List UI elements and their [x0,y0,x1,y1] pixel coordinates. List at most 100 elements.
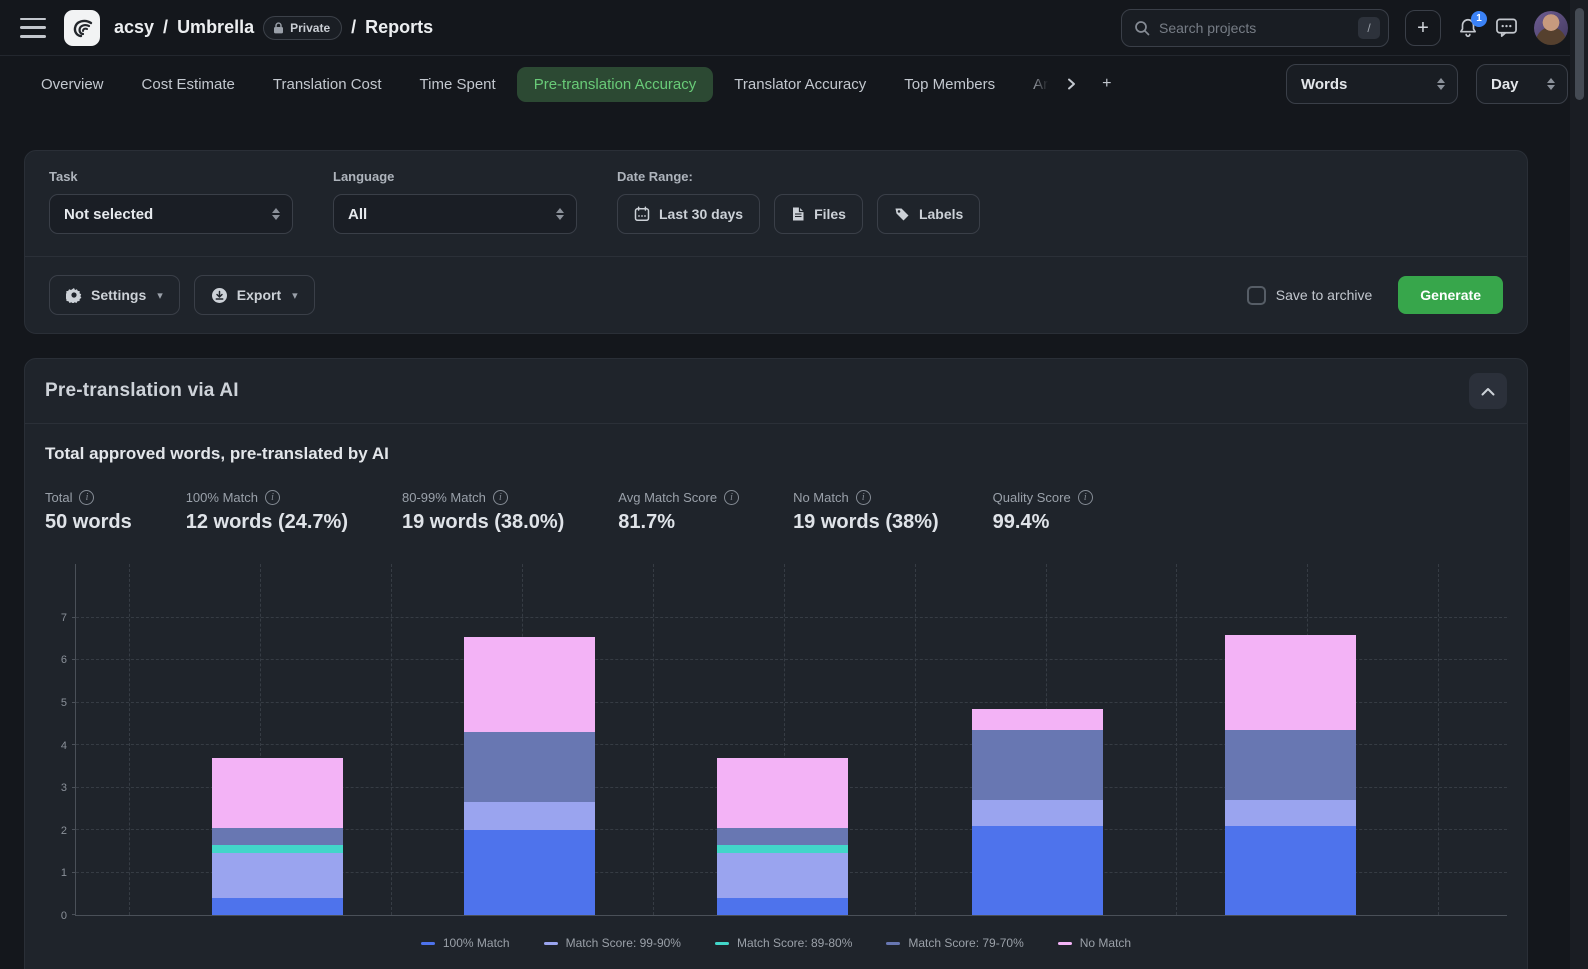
legend-item[interactable]: Match Score: 99-90% [543,936,681,950]
y-tick-label: 1 [60,867,67,880]
files-filter-button[interactable]: Files [774,194,863,234]
info-icon[interactable]: i [855,490,871,505]
vertical-scrollbar-track[interactable] [1570,0,1588,969]
section-title: Total approved words, pre-translated by … [45,444,389,463]
y-tick-mark [72,659,76,661]
export-dropdown-button[interactable]: Export ▾ [193,275,315,315]
chart-legend: 100% Match Match Score: 99-90% Match Score… [45,936,1507,950]
date-range-button[interactable]: Last 30 days [617,194,761,234]
search-input[interactable] [1159,19,1349,36]
stacked-bar-chart: 0 1 2 3 4 5 6 7 [45,564,1507,922]
info-icon[interactable]: i [492,490,508,505]
language-select[interactable]: All [333,194,577,234]
bar-segment[interactable] [1225,825,1357,915]
y-tick-label: 6 [60,654,67,667]
bar-segment[interactable] [464,732,596,803]
tabs-scroll-right-button[interactable] [1054,71,1088,97]
bar-segment[interactable] [212,844,344,854]
info-icon[interactable]: i [264,490,280,505]
save-to-archive-checkbox[interactable] [1246,285,1266,305]
info-icon[interactable]: i [1077,490,1093,505]
stat-label: Total [45,490,73,505]
stat-no-match: No Match i 19 words (38%) [793,490,939,534]
notifications-button[interactable]: 1 [1457,10,1487,39]
collapse-panel-button[interactable] [1469,373,1507,409]
bar-segment[interactable] [464,636,596,733]
report-tabs: Overview Cost Estimate Translation Cost … [0,56,1588,112]
language-select-value: All [348,205,368,223]
select-updown-icon [1547,78,1555,90]
legend-item[interactable]: Match Score: 89-80% [714,936,852,950]
unit-select[interactable]: Words [1286,64,1458,104]
save-to-archive-option[interactable]: Save to archive [1246,285,1372,305]
bar-segment[interactable] [972,800,1104,826]
labels-filter-button[interactable]: Labels [876,194,981,234]
bar-segment[interactable] [212,853,344,899]
generate-button[interactable]: Generate [1398,276,1503,314]
stat-quality-score: Quality Score i 99.4% [993,490,1093,534]
tab-time-spent[interactable]: Time Spent [403,67,513,102]
period-select[interactable]: Day [1476,64,1568,104]
stat-value: 19 words (38%) [793,511,939,533]
y-tick-mark [72,701,76,703]
search-box[interactable]: / [1121,8,1389,47]
chat-icon [1496,18,1517,37]
vertical-gridline [1176,564,1178,915]
bar-segment[interactable] [972,825,1104,915]
tab-top-members[interactable]: Top Members [887,67,1012,102]
date-range-value: Last 30 days [659,206,744,222]
tab-pre-translation-accuracy[interactable]: Pre-translation Accuracy [516,66,714,102]
hamburger-menu-icon[interactable] [20,17,46,38]
chart-y-axis: 0 1 2 3 4 5 6 7 [45,590,75,922]
bar-segment[interactable] [717,827,849,845]
legend-item[interactable]: 100% Match [420,936,510,950]
stat-label: Quality Score [992,490,1071,505]
panel-title: Pre-translation via AI [45,380,239,401]
vertical-scrollbar-thumb[interactable] [1575,8,1584,100]
bar-segment[interactable] [1225,634,1357,731]
stat-value: 12 words (24.7%) [185,511,348,533]
bar-segment[interactable] [212,827,344,845]
bar-segment[interactable] [717,844,849,854]
tab-cost-estimate[interactable]: Cost Estimate [125,67,252,102]
breadcrumb: acsy / Umbrella Private / Reports [114,15,433,40]
messages-button[interactable] [1495,17,1518,38]
info-icon[interactable]: i [79,490,95,505]
user-avatar[interactable] [1534,10,1568,45]
bar-segment[interactable] [464,802,596,831]
bar-segment[interactable] [972,708,1104,731]
settings-dropdown-button[interactable]: Settings ▾ [49,275,180,315]
app-logo[interactable] [64,9,100,46]
breadcrumb-org[interactable]: acsy [114,17,155,37]
info-icon[interactable]: i [724,490,740,505]
bar-segment[interactable] [1225,800,1357,826]
vertical-gridline [652,564,654,915]
bar-segment[interactable] [212,898,344,915]
legend-item[interactable]: No Match [1057,936,1132,950]
task-select-value: Not selected [64,205,154,223]
tab-overview[interactable]: Overview [24,67,121,102]
bar-segment[interactable] [717,898,849,915]
task-select[interactable]: Not selected [49,194,293,234]
file-icon [793,207,804,221]
tab-translator-accuracy[interactable]: Translator Accuracy [717,67,883,102]
bar-segment[interactable] [972,730,1104,801]
tab-translation-cost[interactable]: Translation Cost [256,67,399,102]
bar-segment[interactable] [717,853,849,899]
bar-segment[interactable] [717,757,849,828]
stacked-bar [717,590,849,915]
privacy-badge-label: Private [290,20,331,35]
y-tick-mark [72,871,76,873]
add-report-tab-button[interactable]: + [1092,69,1121,99]
create-project-button[interactable]: + [1405,9,1441,46]
stat-value: 19 words (38.0%) [402,511,565,533]
bar-segment[interactable] [464,830,596,915]
stats-row: Total i 50 words 100% Match i 12 words (24… [45,490,1507,534]
legend-label: No Match [1079,936,1132,950]
breadcrumb-project[interactable]: Umbrella [177,17,255,37]
bar-segment[interactable] [212,757,344,828]
tab-overflow-truncated[interactable]: Ar [1016,67,1050,102]
bar-segment[interactable] [1225,730,1357,801]
caret-down-icon: ▾ [157,289,163,302]
legend-item[interactable]: Match Score: 79-70% [886,936,1024,950]
